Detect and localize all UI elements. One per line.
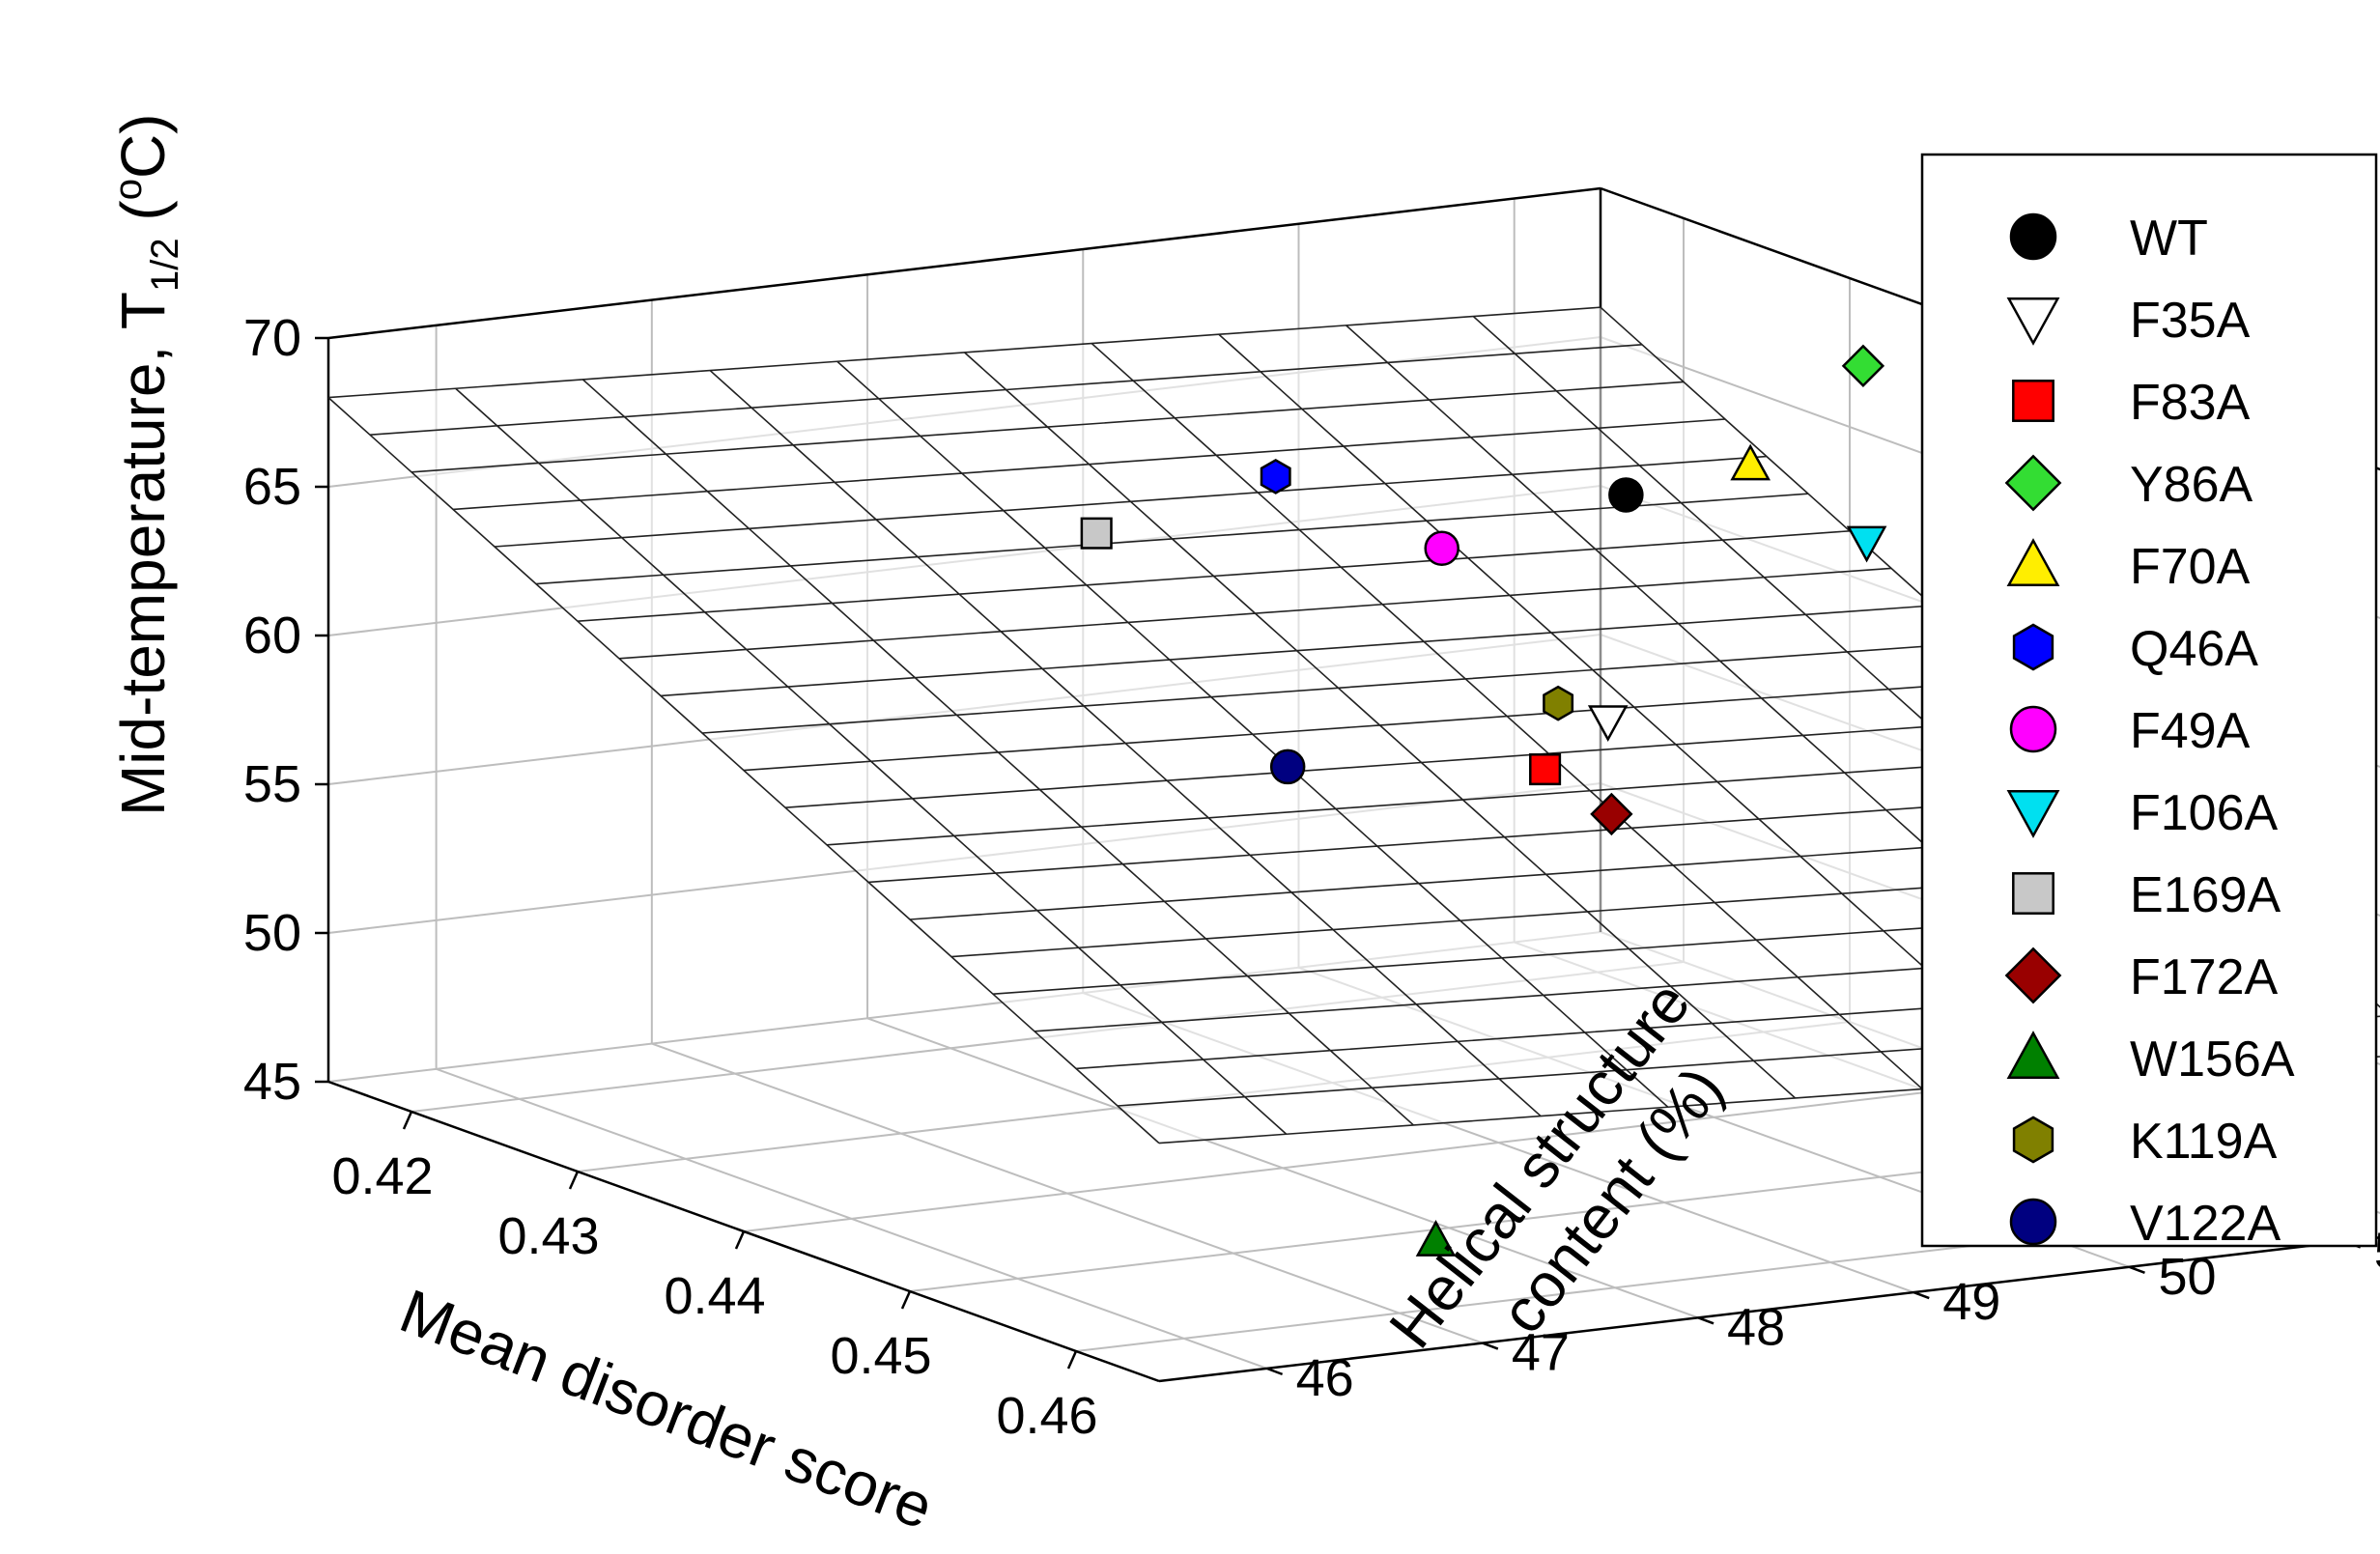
x-tick-label: 0.42 (331, 1147, 433, 1205)
grid-line (866, 1017, 1699, 1319)
point-f83a (1529, 753, 1562, 786)
x-tick-mark (900, 1290, 912, 1310)
z-tick-label: 45 (243, 1053, 301, 1111)
grid-line (651, 1042, 1484, 1344)
surface-fill (328, 307, 2380, 1144)
legend-marker-wt (2009, 212, 2057, 261)
grid-line (743, 1081, 2017, 1232)
y-tick-mark (1912, 1290, 1930, 1300)
z-tick-label: 60 (243, 607, 301, 664)
legend-label: F106A (2130, 785, 2279, 841)
y-tick-label: 47 (1512, 1324, 1570, 1382)
legend-label: WT (2130, 211, 2208, 267)
legend: WT F35A F83A Y86A F70A Q46A F49A F106A E169A F172… (1920, 153, 2378, 1252)
legend-marker-f49a (2009, 705, 2057, 753)
legend-label: Q46A (2130, 621, 2258, 677)
surface-mesh-line (836, 360, 1669, 1108)
legend-marker-f83a (2012, 380, 2054, 422)
z-axis-title: Mid-temperature, T1/2 (oC) (107, 114, 186, 816)
surface-mesh-line (455, 387, 1288, 1135)
surface-mesh-line (1091, 342, 1923, 1090)
surface-mesh-line (709, 369, 1542, 1117)
surface-mesh-line (581, 379, 1414, 1126)
point-v122a (1269, 749, 1306, 785)
legend-label: K119A (2130, 1114, 2278, 1170)
legend-label: F83A (2130, 375, 2251, 431)
y-tick-label: 48 (1727, 1298, 1785, 1356)
point-f35a (1587, 705, 1629, 743)
point-wt (1608, 477, 1644, 513)
legend-marker-w156a (2006, 1031, 2060, 1079)
axis-ticks: 45 50 55 60 65 70 0.42 0.43 0.44 0.45 0.46 46 47 48 49… (243, 309, 2380, 1445)
y-tick-mark (1482, 1342, 1499, 1350)
point-e169a (1080, 517, 1113, 550)
box-edge (327, 186, 1601, 340)
x-tick-label: 0.46 (996, 1387, 1097, 1445)
y-tick-mark (1266, 1367, 1284, 1376)
y-tick-label: 49 (1942, 1273, 2000, 1331)
surface-mesh-line (963, 352, 1797, 1099)
y-axis-line (1158, 1235, 2380, 1383)
x-tick-mark (402, 1111, 413, 1130)
x-tick-mark (1066, 1350, 1078, 1370)
data-points (1080, 344, 1887, 1257)
point-f49a (1424, 530, 1459, 566)
legend-marker-f70a (2006, 538, 2060, 586)
z-tick-label: 50 (243, 904, 301, 962)
x-tick-label: 0.43 (497, 1207, 599, 1265)
surface-mesh-line (1218, 333, 2051, 1081)
x-tick-label: 0.45 (830, 1327, 931, 1385)
point-f106a (1846, 525, 1887, 563)
y-tick-mark (1697, 1316, 1714, 1325)
legend-label: V122A (2130, 1196, 2281, 1252)
point-f70a (1730, 443, 1771, 481)
legend-marker-v122a (2009, 1198, 2057, 1246)
y-tick-mark (2129, 1265, 2145, 1274)
legend-marker-e169a (2012, 872, 2054, 915)
legend-label: F35A (2130, 293, 2251, 349)
legend-frame (1920, 153, 2378, 1248)
legend-marker-f35a (2006, 297, 2060, 346)
legend-marker-y86a (2004, 454, 2062, 512)
y-tick-label: 51 (2374, 1223, 2380, 1281)
point-w156a (1415, 1219, 1457, 1257)
point-f172a (1590, 792, 1633, 836)
point-y86a (1841, 344, 1885, 387)
legend-label: W156A (2130, 1031, 2295, 1088)
surface-mesh-line (327, 397, 1160, 1144)
z-tick-label: 55 (243, 755, 301, 813)
x-tick-label: 0.44 (664, 1267, 765, 1325)
legend-marker-f172a (2004, 947, 2062, 1004)
point-q46a (1260, 458, 1291, 494)
grid-line (436, 1067, 1267, 1370)
legend-marker-q46a (2012, 623, 2054, 671)
x-tick-mark (568, 1171, 580, 1190)
legend-label: F172A (2130, 949, 2279, 1005)
z-tick-label: 70 (243, 309, 301, 367)
z-tick-label: 65 (243, 458, 301, 516)
y-tick-label: 50 (2158, 1248, 2216, 1306)
legend-label: F70A (2130, 539, 2251, 595)
y-tick-label: 46 (1296, 1349, 1354, 1407)
legend-marker-f106a (2006, 790, 2060, 838)
fitted-surface (327, 306, 2380, 1144)
x-tick-mark (734, 1230, 746, 1250)
legend-marker-k119a (2012, 1116, 2054, 1164)
point-k119a (1543, 685, 1574, 721)
legend-label: E169A (2130, 867, 2281, 923)
legend-label: F49A (2130, 703, 2251, 759)
legend-label: Y86A (2130, 457, 2253, 513)
